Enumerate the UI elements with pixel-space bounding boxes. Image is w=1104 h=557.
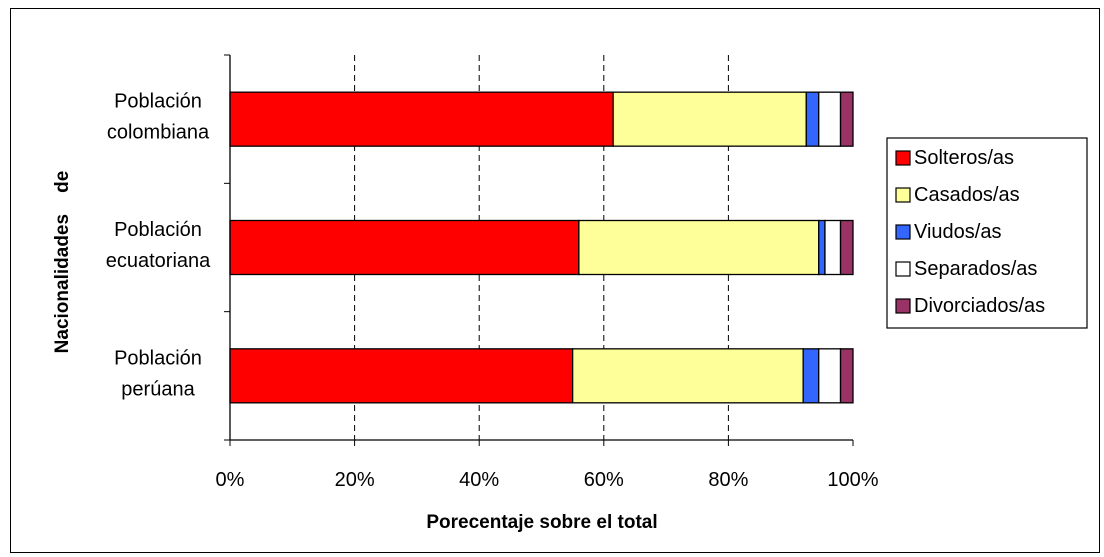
bar-segment xyxy=(229,219,580,276)
legend-swatch xyxy=(895,150,911,166)
x-tick-label: 80% xyxy=(708,469,748,491)
x-axis-title: Porecentaje sobre el total xyxy=(426,512,657,533)
category-label: Población xyxy=(114,219,202,241)
bar-segment xyxy=(229,348,574,404)
bars xyxy=(229,91,854,404)
legend-swatch xyxy=(895,224,911,240)
legend-label: Separados/as xyxy=(914,258,1037,280)
category-label: Población xyxy=(114,347,202,369)
category-label: ecuatoriana xyxy=(106,250,211,272)
x-tick-label: 0% xyxy=(216,469,245,491)
bar-segment xyxy=(229,91,614,147)
category-label: colombiana xyxy=(107,122,210,144)
x-tick-label: 60% xyxy=(584,469,624,491)
bar-segment xyxy=(802,348,820,404)
bar-segment xyxy=(818,219,826,276)
bar-segment xyxy=(805,91,820,147)
bar-segment xyxy=(824,219,842,276)
legend-swatch xyxy=(895,187,911,203)
legend-label: Divorciados/as xyxy=(914,295,1045,317)
x-tick-label: 100% xyxy=(827,469,878,491)
bar-segment xyxy=(839,348,854,404)
x-tick-label: 20% xyxy=(335,469,375,491)
legend-label: Viudos/as xyxy=(914,221,1001,243)
y-axis-title: Nacionalidades de xyxy=(52,171,73,354)
bar-segment xyxy=(578,219,820,276)
bar-segment xyxy=(839,219,854,276)
bar-segment xyxy=(572,348,804,404)
legend-label: Casados/as xyxy=(914,184,1020,206)
bar-segment xyxy=(612,91,807,147)
legend: Solteros/as Casados/as Viudos/as Separados/… xyxy=(886,137,1088,329)
category-label: perúana xyxy=(121,378,195,400)
axes xyxy=(224,54,854,446)
legend-box xyxy=(886,137,1088,329)
legend-swatch xyxy=(895,261,911,277)
legend-swatch xyxy=(895,298,911,314)
bar-segment xyxy=(818,91,842,147)
category-label: Población xyxy=(114,91,202,113)
category-labels: Población colombiana Población ecuatoriana P… xyxy=(106,91,211,401)
legend-label: Solteros/as xyxy=(914,147,1014,169)
bar-segment xyxy=(839,91,854,147)
x-tick-labels: 0% 20% 40% 60% 80% 100% xyxy=(216,469,879,491)
x-tick-label: 40% xyxy=(459,469,499,491)
bar-segment xyxy=(818,348,842,404)
